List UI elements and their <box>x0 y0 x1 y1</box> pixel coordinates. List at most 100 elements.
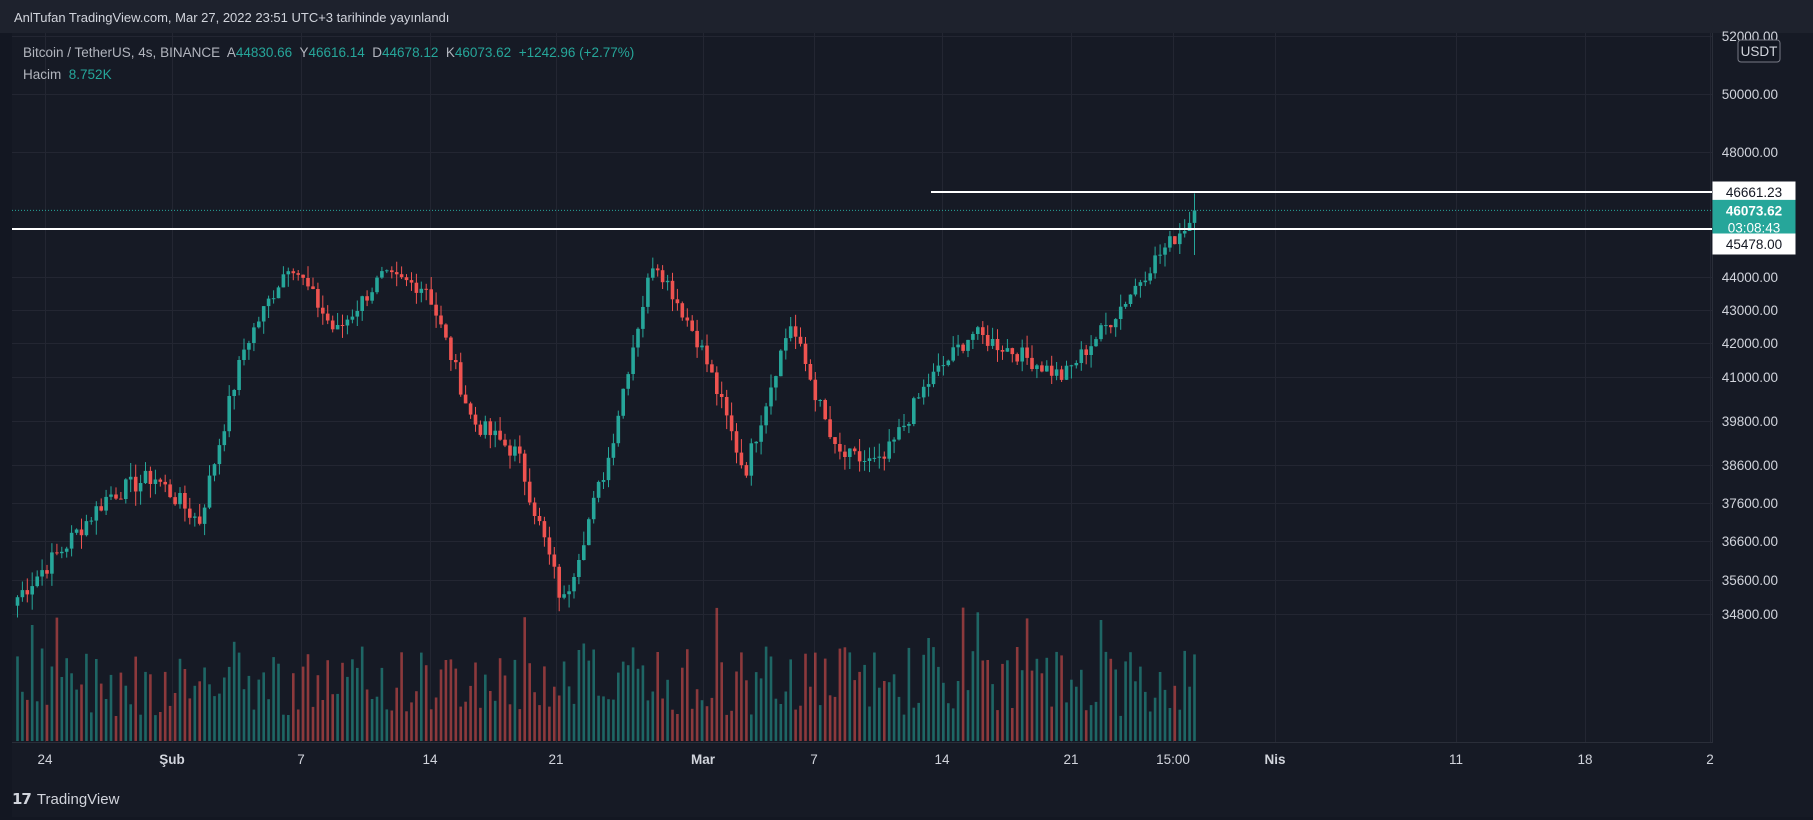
candle-body <box>779 350 783 377</box>
volume-bar <box>838 648 842 741</box>
candle-body <box>311 286 315 289</box>
volume-bar <box>607 699 610 741</box>
candle-body <box>961 344 965 351</box>
volume-bar <box>947 703 950 741</box>
price-tick-label: 44000.00 <box>1722 270 1778 285</box>
candle-body <box>15 597 20 606</box>
volume-bar <box>16 656 19 741</box>
volume-bar <box>774 698 778 741</box>
volume-bar <box>597 695 600 741</box>
volume-bar <box>1119 715 1122 741</box>
horizontal-lines <box>12 191 1712 230</box>
candle-body <box>247 343 251 350</box>
candle-wick <box>1105 312 1107 335</box>
volume-bar <box>1075 686 1078 741</box>
volume-bar <box>70 673 73 741</box>
volume-bar <box>740 652 743 741</box>
candle-body <box>1064 365 1069 380</box>
candle-wick <box>1189 211 1191 231</box>
volume-bar <box>1173 685 1177 741</box>
volume-bar <box>1070 679 1073 741</box>
candle-wick <box>903 414 905 431</box>
high-value: 46616.14 <box>308 45 365 60</box>
candle-body <box>1040 365 1044 372</box>
volume-bar <box>789 659 792 741</box>
volume-bar <box>1188 686 1191 741</box>
candle-body <box>419 288 424 293</box>
volume-bar <box>163 671 167 741</box>
candle-body <box>518 446 522 454</box>
volume-bar <box>759 678 763 741</box>
candle-wick <box>834 437 836 454</box>
candle-wick <box>775 375 777 401</box>
candle-wick <box>563 585 565 600</box>
volume-bar <box>828 695 832 741</box>
volume-bar <box>887 682 891 741</box>
footer-brand[interactable]: 𝟭𝟳 TradingView <box>12 790 119 809</box>
candle-body <box>1059 369 1064 380</box>
volume-bar <box>863 664 866 741</box>
candle-wick <box>878 443 880 469</box>
candle-body <box>345 319 350 326</box>
volume-bar <box>1158 672 1162 741</box>
volume-bar <box>1114 669 1117 741</box>
volume-bar <box>301 666 305 741</box>
candle-body <box>306 278 310 287</box>
volume-bar <box>282 714 285 741</box>
candle-body <box>99 506 103 511</box>
price-tick-label: 41000.00 <box>1722 370 1778 385</box>
volume-bars <box>16 607 1196 741</box>
volume-bar <box>85 653 88 741</box>
candle-body <box>183 493 187 509</box>
volume-bar <box>104 699 108 741</box>
candle-body <box>700 345 704 348</box>
volume-bar <box>892 674 896 741</box>
candle-wick <box>401 266 403 279</box>
candle-wick <box>465 385 467 404</box>
candle-wick <box>873 446 875 463</box>
candle-body <box>50 552 54 574</box>
candle-body <box>25 590 30 595</box>
grid-line-h <box>12 541 1712 542</box>
volume-bar <box>40 648 44 741</box>
chart-pane[interactable] <box>12 33 1813 817</box>
candle-wick <box>1144 271 1146 287</box>
candle-body <box>990 339 995 346</box>
candle-body <box>35 576 39 587</box>
candle-wick <box>17 595 18 618</box>
candle-body <box>926 384 931 387</box>
candle-body <box>380 271 384 278</box>
volume-bar <box>277 663 280 741</box>
volume-bar <box>587 660 591 741</box>
time-tick-label: 21 <box>1063 752 1078 767</box>
volume-bar <box>459 706 462 741</box>
grid-line-v <box>1173 33 1174 742</box>
candle-body <box>611 443 616 458</box>
volume-bar <box>21 691 24 741</box>
candle-body <box>532 502 537 516</box>
candle-body <box>89 520 94 522</box>
candle-body <box>1054 369 1059 376</box>
candle-body <box>892 439 896 442</box>
price-axis: 52000.0050000.0048000.0044000.0043000.00… <box>1722 29 1781 622</box>
volume-bar <box>937 666 940 741</box>
candle-body <box>197 516 202 524</box>
candle-body <box>404 277 409 281</box>
candle-wick <box>937 353 939 376</box>
volume-bar <box>134 656 137 741</box>
volume-bar <box>715 607 719 741</box>
volume-bar <box>489 691 492 741</box>
volume-bar <box>932 647 935 741</box>
volume-bar <box>1089 705 1093 741</box>
candle-body <box>478 424 483 435</box>
volume-bar <box>1001 663 1004 741</box>
candle-wick <box>992 327 994 349</box>
candle-body <box>463 394 468 404</box>
candle-wick <box>297 270 299 281</box>
candle-body <box>493 430 497 436</box>
candle-body <box>439 315 443 325</box>
candle-body <box>222 431 227 446</box>
candle-body <box>631 347 635 374</box>
volume-bar <box>700 700 704 741</box>
